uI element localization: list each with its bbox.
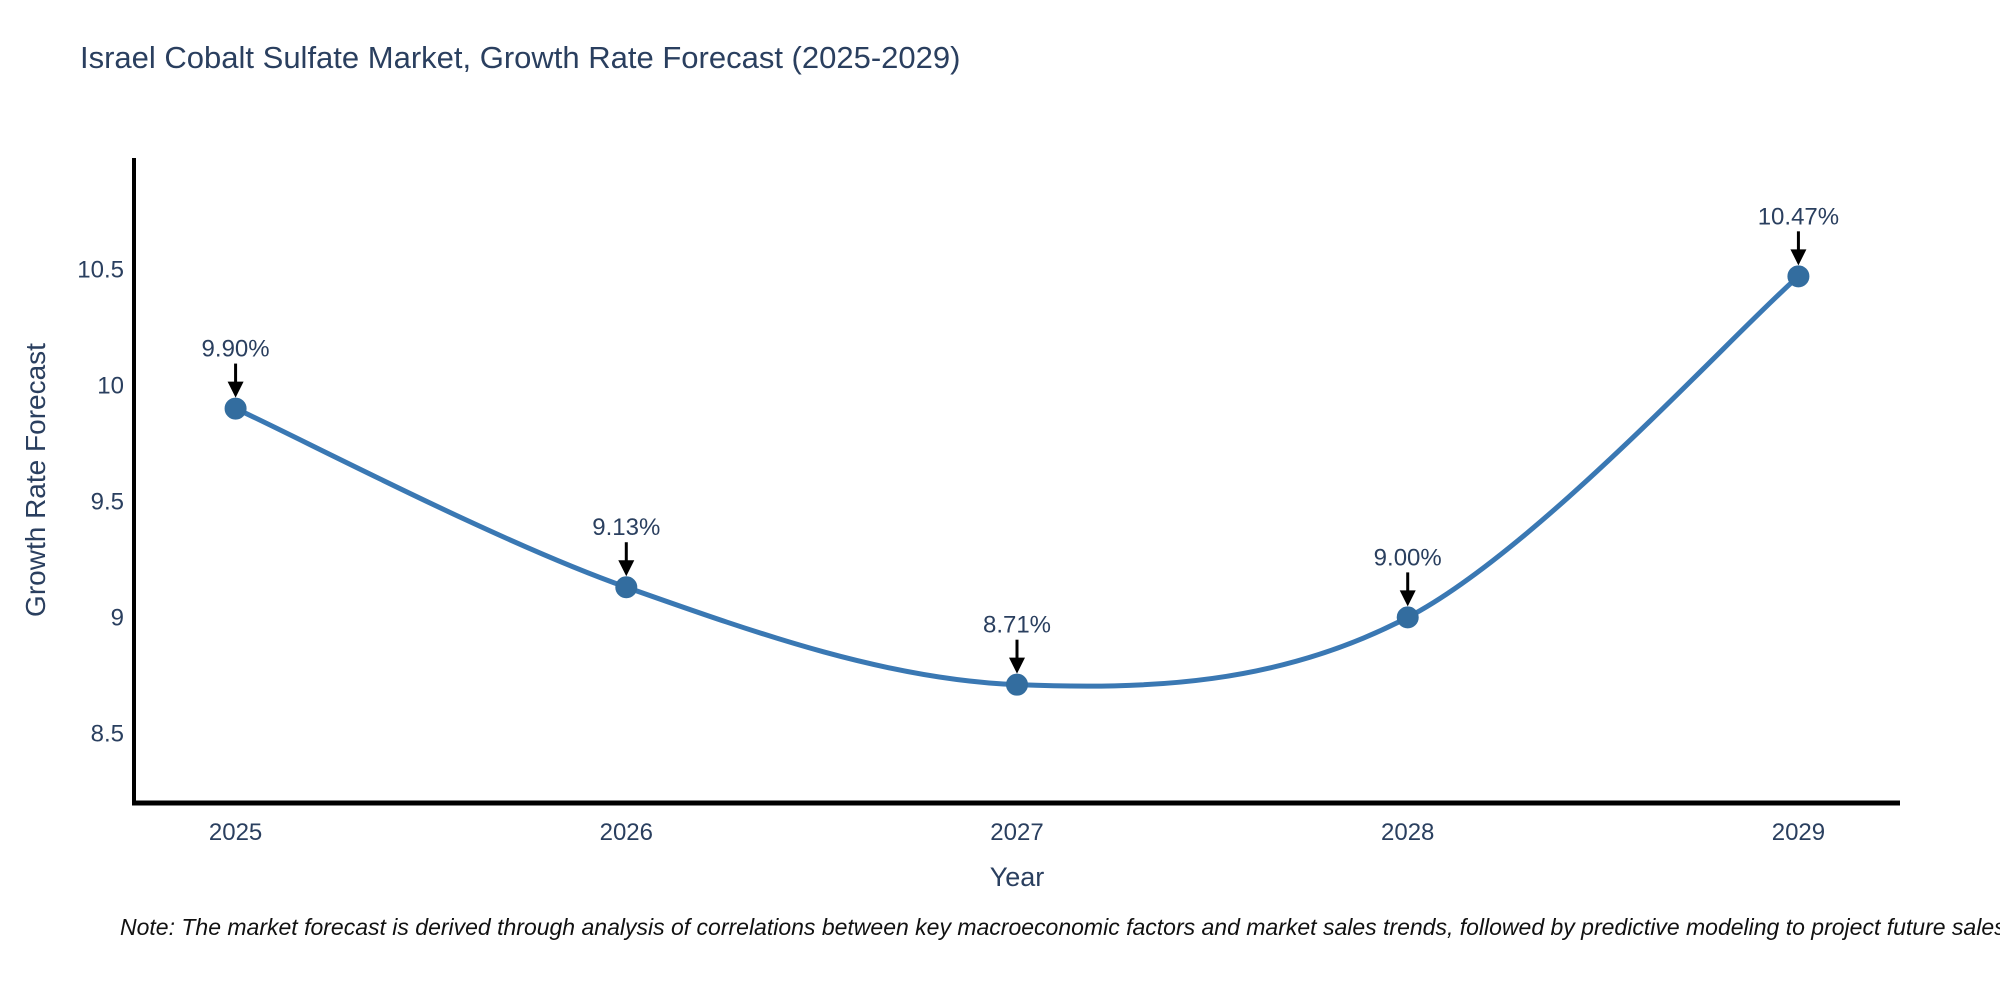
x-tick-label: 2028 xyxy=(1381,819,1434,846)
y-tick-label: 8.5 xyxy=(91,720,124,747)
axis-spines xyxy=(132,158,1900,806)
x-tick-label: 2029 xyxy=(1772,819,1825,846)
point-value-label: 9.90% xyxy=(202,336,270,363)
x-tick-label: 2025 xyxy=(209,819,262,846)
data-point[interactable] xyxy=(1006,673,1028,696)
x-axis-tick-labels: 2025 2026 2027 2028 2029 xyxy=(209,819,1825,846)
y-tick-label: 9.5 xyxy=(91,488,124,515)
point-value-label: 10.47% xyxy=(1758,203,1839,230)
y-tick-label: 10.5 xyxy=(77,256,124,283)
data-point[interactable] xyxy=(224,397,247,420)
annotation-arrowhead-icon xyxy=(1790,249,1807,266)
x-tick-label: 2027 xyxy=(990,819,1043,846)
data-point[interactable] xyxy=(1787,265,1810,288)
footnote: Note: The market forecast is derived thr… xyxy=(120,914,2000,940)
data-point[interactable] xyxy=(615,576,638,599)
y-tick-label: 9 xyxy=(111,604,124,631)
point-value-label: 8.71% xyxy=(983,612,1051,639)
data-point[interactable] xyxy=(1396,606,1419,629)
y-axis-tick-labels: 8.5 9 9.5 10 10.5 xyxy=(77,256,124,747)
annotation-arrowhead-icon xyxy=(1009,657,1025,674)
annotation-arrowhead-icon xyxy=(1399,590,1416,607)
y-tick-label: 10 xyxy=(97,372,124,399)
point-annotations: 9.90% 9.13% 8.71% 9.00% 10.47% xyxy=(202,203,1839,674)
point-value-label: 9.13% xyxy=(592,514,660,541)
annotation-arrowhead-icon xyxy=(227,381,244,398)
annotation-arrowhead-icon xyxy=(618,560,635,577)
data-points xyxy=(224,265,1810,696)
point-value-label: 9.00% xyxy=(1374,544,1442,571)
x-axis-title: Year xyxy=(989,862,1045,892)
chart-title: Israel Cobalt Sulfate Market, Growth Rat… xyxy=(80,40,961,75)
x-tick-label: 2026 xyxy=(600,819,653,846)
